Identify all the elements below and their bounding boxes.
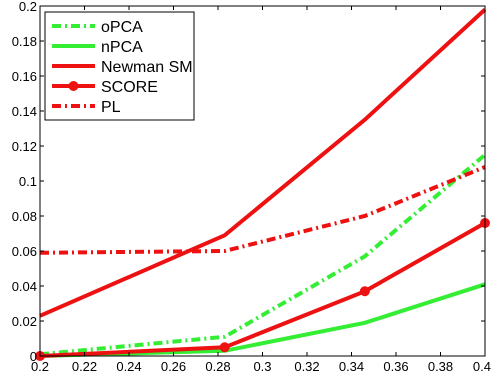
y-tick-label: 0.12 xyxy=(12,139,37,154)
x-tick-label: 0.34 xyxy=(339,359,364,374)
y-tick-label: 0.02 xyxy=(12,314,37,329)
x-tick-label: 0.4 xyxy=(473,359,491,374)
series-line-npca xyxy=(39,282,486,358)
series-line-pl xyxy=(39,165,486,255)
x-tick-label: 0.38 xyxy=(428,359,453,374)
x-tick-label: 0.22 xyxy=(72,359,97,374)
series-line-opca xyxy=(39,153,487,357)
legend: oPCA nPCA Newman SM SCORE PL xyxy=(44,11,195,121)
x-tick-label: 0.26 xyxy=(161,359,186,374)
series-point-score xyxy=(359,286,370,297)
axes-layer: 0 0.02 0.04 0.06 0.08 0.1 0.12 0.14 0.16 0.18 0.2 0… xyxy=(12,0,491,374)
y-tick-label: 0.14 xyxy=(12,104,37,119)
series-point-score xyxy=(219,342,230,353)
y-tick-label: 0.06 xyxy=(12,244,37,259)
y-tick-label: 0.1 xyxy=(19,174,37,189)
x-tick-label: 0.2 xyxy=(31,359,49,374)
legend-marker-score xyxy=(68,81,79,91)
x-tick-label: 0.32 xyxy=(294,359,319,374)
legend-label-score: SCORE xyxy=(101,79,158,96)
x-tick-label: 0.28 xyxy=(205,359,230,374)
legend-label-npca: nPCA xyxy=(101,39,143,56)
series-line-score xyxy=(39,221,486,358)
series-line-newman-sm xyxy=(39,8,487,318)
y-tick-label: 0.08 xyxy=(12,209,37,224)
x-tick-label: 0.36 xyxy=(383,359,408,374)
y-tick-label: 0 xyxy=(30,349,37,364)
legend-label-newman-sm: Newman SM xyxy=(101,59,193,76)
y-tick-label: 0.16 xyxy=(12,69,37,84)
y-tick-label: 0.04 xyxy=(12,279,37,294)
legend-label-pl: PL xyxy=(101,99,121,116)
y-tick-label: 0.18 xyxy=(12,34,37,49)
legend-label-opca: oPCA xyxy=(101,19,143,36)
series-layer xyxy=(35,8,490,361)
y-tick-label: 0.2 xyxy=(19,0,37,14)
x-tick-label: 0.3 xyxy=(253,359,271,374)
x-tick-label: 0.24 xyxy=(116,359,141,374)
